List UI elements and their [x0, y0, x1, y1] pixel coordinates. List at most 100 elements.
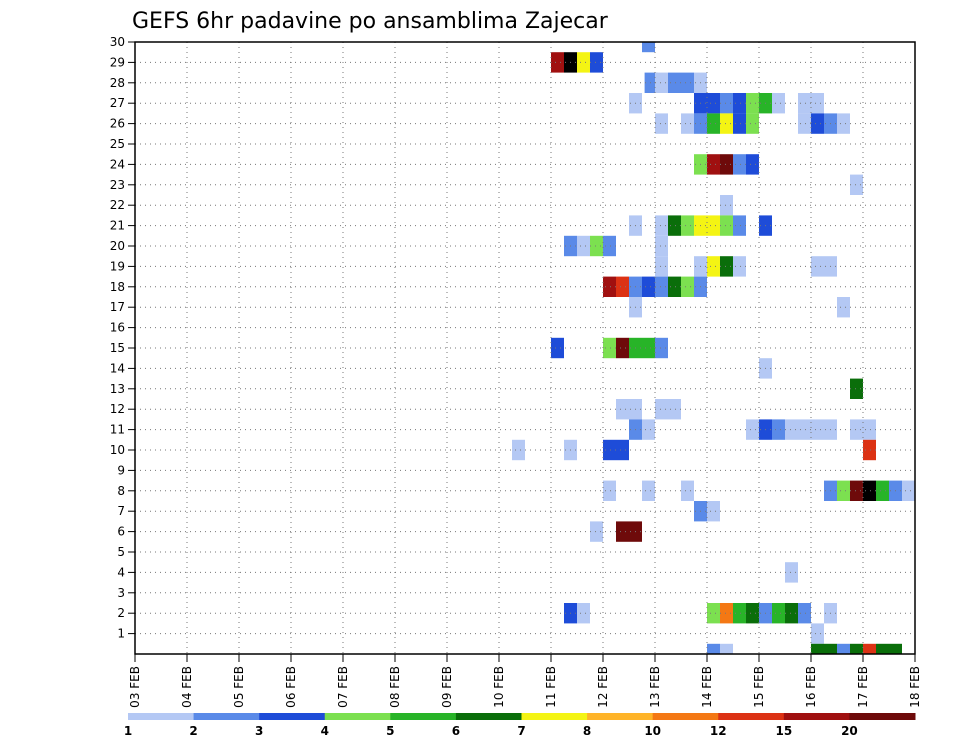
y-tick-label: 12 — [110, 402, 125, 416]
heatmap-cell — [720, 154, 733, 175]
colorbar-swatch — [324, 713, 391, 720]
x-tick-label: 15 FEB — [752, 666, 766, 708]
y-tick-label: 21 — [110, 219, 125, 233]
heatmap-cell — [590, 235, 603, 257]
heatmap-cell — [707, 256, 720, 277]
grid-layer — [135, 42, 915, 654]
heatmap-cell — [720, 643, 733, 654]
x-tick-label: 18 FEB — [908, 666, 922, 708]
heatmap-cell — [655, 235, 668, 257]
heatmap-cell — [811, 419, 824, 440]
x-tick-label: 09 FEB — [440, 666, 454, 708]
heatmap-cell — [668, 399, 681, 420]
x-tick-label: 10 FEB — [492, 666, 506, 708]
x-tick-label: 11 FEB — [544, 666, 558, 708]
heatmap-cell — [642, 276, 655, 297]
heatmap-cell — [616, 521, 629, 542]
heatmap-cell — [655, 215, 668, 236]
heatmap-cell — [746, 93, 759, 114]
colorbar-label: 15 — [775, 724, 792, 738]
colorbar-swatch — [521, 713, 588, 720]
heatmap-cell — [668, 72, 681, 93]
x-tick-label: 07 FEB — [336, 666, 350, 708]
heatmap-cell — [616, 399, 629, 420]
heatmap-cell — [642, 419, 655, 440]
heatmap-cell — [707, 113, 720, 134]
heatmap-cell — [681, 276, 694, 297]
heatmap-cell — [644, 72, 658, 93]
heatmap-cell — [577, 235, 590, 257]
heatmap-cell — [785, 419, 798, 440]
heatmap-cell — [733, 215, 746, 236]
heatmap-cell — [668, 215, 681, 236]
y-tick-label: 4 — [117, 565, 125, 579]
x-tick-label: 04 FEB — [180, 666, 194, 708]
heatmap-cell — [811, 256, 824, 277]
x-tick-label: 12 FEB — [596, 666, 610, 708]
x-axis: 03 FEB 04 FEB 05 FEB 06 FEB 07 FEB 08 FEB 09 F… — [128, 654, 922, 708]
heatmap-cell — [655, 256, 668, 277]
heatmap-cell — [655, 72, 668, 93]
colorbar-swatch — [193, 713, 260, 720]
y-tick-label: 3 — [117, 586, 125, 600]
heatmap-cell — [655, 113, 668, 134]
y-tick-label: 6 — [117, 525, 125, 539]
heatmap-cell — [720, 603, 733, 624]
x-tick-label: 05 FEB — [232, 666, 246, 708]
heatmap-cell — [642, 42, 655, 53]
y-tick-label: 7 — [117, 504, 125, 518]
heatmap-cell — [863, 480, 876, 501]
heatmap-cell — [837, 480, 850, 501]
heatmap-cell — [876, 643, 889, 654]
heatmap-cell — [785, 562, 798, 583]
heatmap-cell — [863, 439, 876, 461]
heatmap-cell — [837, 113, 850, 134]
y-tick-label: 1 — [117, 627, 125, 641]
heatmap-cell — [720, 113, 733, 134]
heatmap-cell — [746, 113, 759, 134]
heatmap-cell — [616, 337, 629, 359]
heatmap-cell — [707, 501, 720, 522]
y-tick-label: 17 — [110, 300, 125, 314]
y-tick-label: 8 — [117, 484, 125, 498]
x-tick-label: 13 FEB — [648, 666, 662, 708]
heatmap-cell — [798, 419, 811, 440]
heatmap-cell — [733, 603, 746, 624]
y-tick-label: 25 — [110, 137, 125, 151]
heatmap-cell — [616, 439, 629, 461]
heatmap-cell — [577, 52, 590, 73]
colorbar-swatch — [652, 713, 719, 720]
heatmap-cell — [902, 480, 915, 501]
heatmap-cell — [603, 439, 616, 461]
colorbar-label: 20 — [841, 724, 858, 738]
heatmap-cell — [707, 154, 720, 175]
x-tick-label: 16 FEB — [804, 666, 818, 708]
heatmap-cell — [837, 297, 850, 318]
heatmap-cell — [863, 643, 876, 654]
y-tick-label: 28 — [110, 76, 125, 90]
cells-layer — [512, 42, 915, 654]
colorbar-label: 7 — [517, 724, 525, 738]
heatmap-cell — [551, 337, 564, 359]
heatmap-cell — [707, 603, 720, 624]
colorbar-swatch — [849, 713, 916, 720]
heatmap-cell — [681, 480, 694, 501]
heatmap-cell — [733, 256, 746, 277]
y-tick-label: 22 — [110, 198, 125, 212]
heatmap-cell — [603, 337, 616, 359]
y-tick-label: 13 — [110, 382, 125, 396]
y-tick-label: 19 — [110, 259, 125, 273]
heatmap-cell — [642, 337, 655, 359]
heatmap-cell — [811, 113, 824, 134]
heatmap-cell — [655, 276, 668, 297]
y-tick-label: 5 — [117, 545, 125, 559]
y-tick-label: 15 — [110, 341, 125, 355]
chart-title: GEFS 6hr padavine po ansamblima Zajecar — [132, 9, 609, 34]
heatmap-cell — [577, 603, 590, 624]
heatmap-cell — [720, 256, 733, 277]
heatmap-cell — [798, 113, 811, 134]
y-tick-label: 18 — [110, 280, 125, 294]
heatmap-cell — [603, 235, 616, 257]
heatmap-cell — [772, 603, 785, 624]
heatmap-cell — [798, 603, 811, 624]
